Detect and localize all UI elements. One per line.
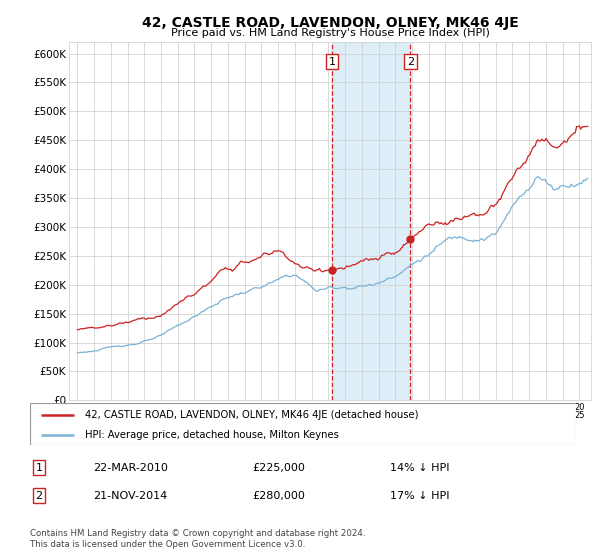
Text: £225,000: £225,000	[252, 463, 305, 473]
Text: 2: 2	[407, 57, 414, 67]
Text: 17% ↓ HPI: 17% ↓ HPI	[390, 491, 449, 501]
Text: 22-MAR-2010: 22-MAR-2010	[93, 463, 168, 473]
Text: 2: 2	[35, 491, 43, 501]
Text: 42, CASTLE ROAD, LAVENDON, OLNEY, MK46 4JE: 42, CASTLE ROAD, LAVENDON, OLNEY, MK46 4…	[142, 16, 518, 30]
Text: 21-NOV-2014: 21-NOV-2014	[93, 491, 167, 501]
Text: 1: 1	[329, 57, 335, 67]
Text: £280,000: £280,000	[252, 491, 305, 501]
Bar	[332, 42, 410, 400]
Text: 14% ↓ HPI: 14% ↓ HPI	[390, 463, 449, 473]
Text: 1: 1	[35, 463, 43, 473]
Text: 42, CASTLE ROAD, LAVENDON, OLNEY, MK46 4JE (detached house): 42, CASTLE ROAD, LAVENDON, OLNEY, MK46 4…	[85, 410, 418, 420]
Text: Price paid vs. HM Land Registry's House Price Index (HPI): Price paid vs. HM Land Registry's House …	[170, 28, 490, 38]
Text: Contains HM Land Registry data © Crown copyright and database right 2024.
This d: Contains HM Land Registry data © Crown c…	[30, 529, 365, 549]
FancyBboxPatch shape	[30, 403, 576, 445]
Text: HPI: Average price, detached house, Milton Keynes: HPI: Average price, detached house, Milt…	[85, 430, 338, 440]
